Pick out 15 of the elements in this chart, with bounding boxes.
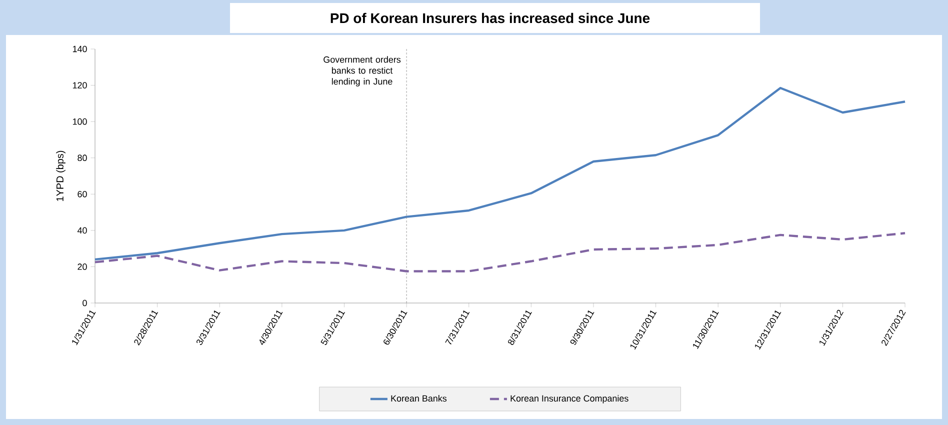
legend-label: Korean Banks — [391, 395, 447, 402]
y-tick-label: 20 — [78, 264, 87, 270]
y-tick-label: 0 — [82, 300, 87, 306]
ref-line-label: Government orders banks to restict lending in June — [324, 56, 401, 86]
y-tick-label: 120 — [72, 82, 87, 88]
chart-title: PD of Korean Insurers has increased since June — [330, 12, 650, 24]
line-series — [94, 86, 906, 261]
y-axis-title: 1YPD (bps) — [56, 150, 66, 201]
y-tick-label: 100 — [72, 118, 87, 125]
line-series — [94, 232, 906, 272]
y-tick-label: 140 — [72, 46, 87, 52]
y-tick-label: 80 — [78, 154, 87, 162]
y-tick-label: 40 — [77, 227, 87, 234]
y-tick-label: 60 — [78, 190, 87, 198]
legend-label: Korean Insurance Companies — [510, 395, 628, 404]
